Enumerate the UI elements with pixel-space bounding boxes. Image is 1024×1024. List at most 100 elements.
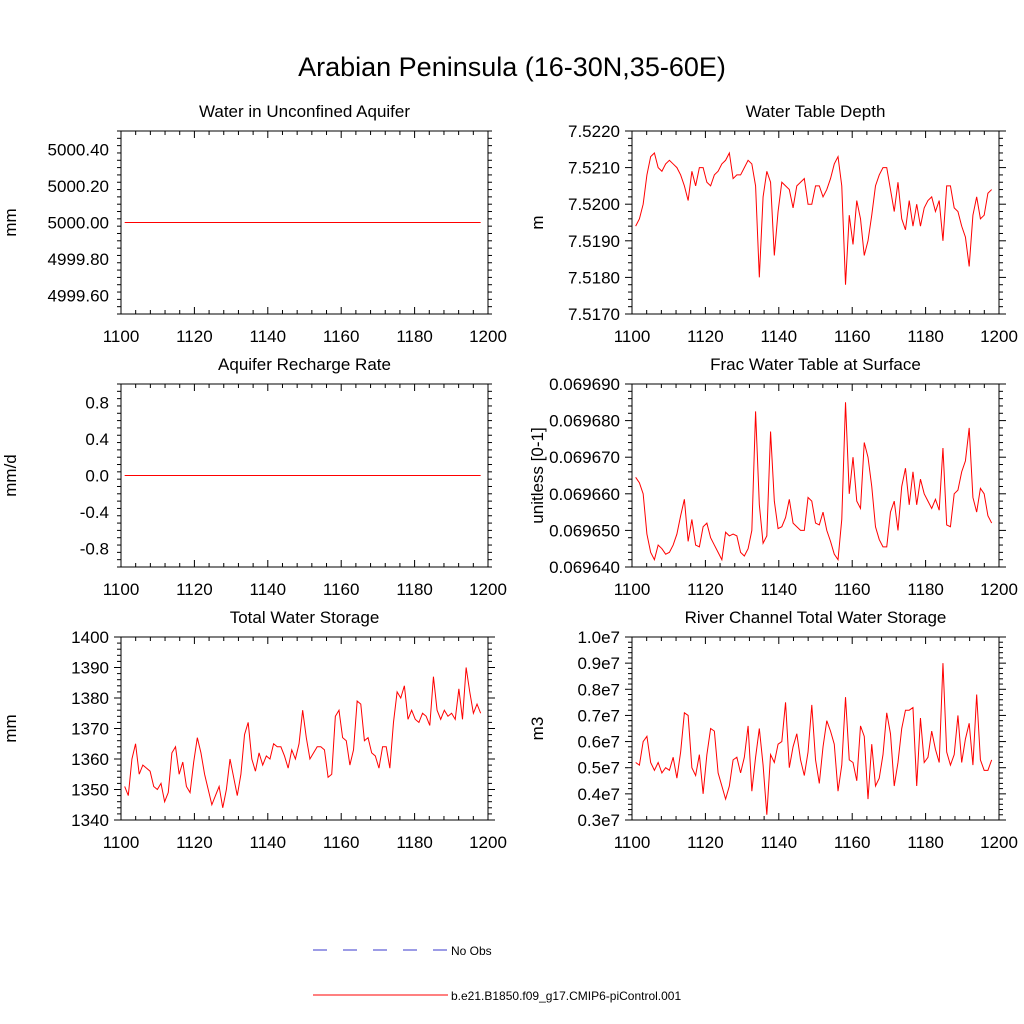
y-axis-label: m3 [528,717,547,741]
x-tick-label: 1180 [907,833,944,852]
x-tick-label: 1100 [614,833,651,852]
x-tick-label: 1140 [250,833,287,852]
y-tick-label: 0.4 [85,430,109,449]
y-tick-label: 0.4e7 [577,785,620,804]
legend-label: b.e21.B1850.f09_g17.CMIP6-piControl.001 [451,989,681,1003]
x-tick-label: 1180 [396,580,433,599]
x-tick-label: 1120 [687,833,724,852]
y-tick-label: 1400 [71,628,109,647]
y-tick-label: 5000.20 [48,177,109,196]
y-tick-label: 7.5210 [568,159,620,178]
panel-title: Water in Unconfined Aquifer [199,102,410,121]
y-tick-label: 0.069640 [549,558,620,577]
x-tick-label: 1100 [614,327,651,346]
x-tick-label: 1200 [980,833,1018,852]
x-tick-label: 1100 [103,833,140,852]
y-tick-label: 1350 [71,781,109,800]
plot-frame [631,383,1000,568]
y-tick-label: 0.069670 [549,448,620,467]
y-tick-label: 0.3e7 [577,811,620,830]
y-tick-label: 0.9e7 [577,654,620,673]
y-tick-label: 1380 [71,689,109,708]
x-tick-label: 1160 [834,327,871,346]
x-tick-label: 1100 [103,580,140,599]
y-tick-label: 0.069680 [549,412,620,431]
plot-frame [120,130,489,315]
y-axis-label: unitless [0-1] [528,427,547,523]
x-tick-label: 1180 [907,327,944,346]
y-tick-label: 0.6e7 [577,733,620,752]
y-tick-label: 7.5200 [568,195,620,214]
x-tick-label: 1140 [761,833,798,852]
y-tick-label: 1370 [71,720,109,739]
x-tick-label: 1180 [907,580,944,599]
panel-title: Water Table Depth [746,102,886,121]
panel-title: Total Water Storage [230,608,380,627]
x-tick-label: 1140 [250,327,287,346]
y-tick-label: 4999.60 [48,287,109,306]
plot-frame [631,636,1000,821]
x-tick-label: 1100 [103,327,140,346]
y-tick-label: -0.4 [80,503,109,522]
x-tick-label: 1120 [687,580,724,599]
x-tick-label: 1120 [176,327,213,346]
x-tick-label: 1200 [469,327,507,346]
y-tick-label: 0.0 [85,467,109,486]
y-tick-label: 4999.80 [48,250,109,269]
x-tick-label: 1160 [323,833,360,852]
y-tick-label: 1.0e7 [577,628,620,647]
y-tick-label: 1390 [71,659,109,678]
series-line [124,667,482,808]
x-tick-label: 1160 [323,580,360,599]
plot-frame [120,383,489,568]
y-tick-label: 1340 [71,811,109,830]
x-tick-label: 1180 [396,833,433,852]
y-tick-label: 7.5190 [568,232,620,251]
y-axis-label: mm [1,208,20,236]
x-tick-label: 1100 [614,580,651,599]
y-axis-label: m [528,215,547,229]
panel-title: River Channel Total Water Storage [685,608,947,627]
panel-title: Frac Water Table at Surface [710,355,921,374]
x-tick-label: 1160 [323,327,360,346]
y-tick-label: 0.8e7 [577,680,620,699]
panel-title: Aquifer Recharge Rate [218,355,391,374]
x-tick-label: 1120 [687,327,724,346]
x-tick-label: 1200 [980,580,1018,599]
x-tick-label: 1180 [396,327,433,346]
x-tick-label: 1120 [176,580,213,599]
y-tick-label: 7.5170 [568,305,620,324]
series-line [635,402,993,562]
figure-title: Arabian Peninsula (16-30N,35-60E) [298,52,726,82]
x-tick-label: 1200 [980,327,1018,346]
series-line [635,151,993,285]
x-tick-label: 1200 [469,580,507,599]
x-tick-label: 1120 [176,833,213,852]
series-line [635,663,993,815]
plot-frame [631,130,1000,315]
y-tick-label: 7.5180 [568,268,620,287]
y-tick-label: 0.069650 [549,521,620,540]
x-tick-label: 1200 [469,833,507,852]
legend-label: No Obs [451,944,492,958]
x-tick-label: 1140 [761,580,798,599]
y-tick-label: 0.7e7 [577,706,620,725]
y-tick-label: 0.069660 [549,485,620,504]
y-tick-label: 7.5220 [568,122,620,141]
y-tick-label: 0.069690 [549,375,620,394]
y-axis-label: mm [1,714,20,742]
y-tick-label: 5000.00 [48,214,109,233]
y-tick-label: 0.5e7 [577,759,620,778]
x-tick-label: 1160 [834,833,871,852]
y-axis-label: mm/d [1,454,20,497]
x-tick-label: 1160 [834,580,871,599]
x-tick-label: 1140 [761,327,798,346]
y-tick-label: 5000.40 [48,140,109,159]
